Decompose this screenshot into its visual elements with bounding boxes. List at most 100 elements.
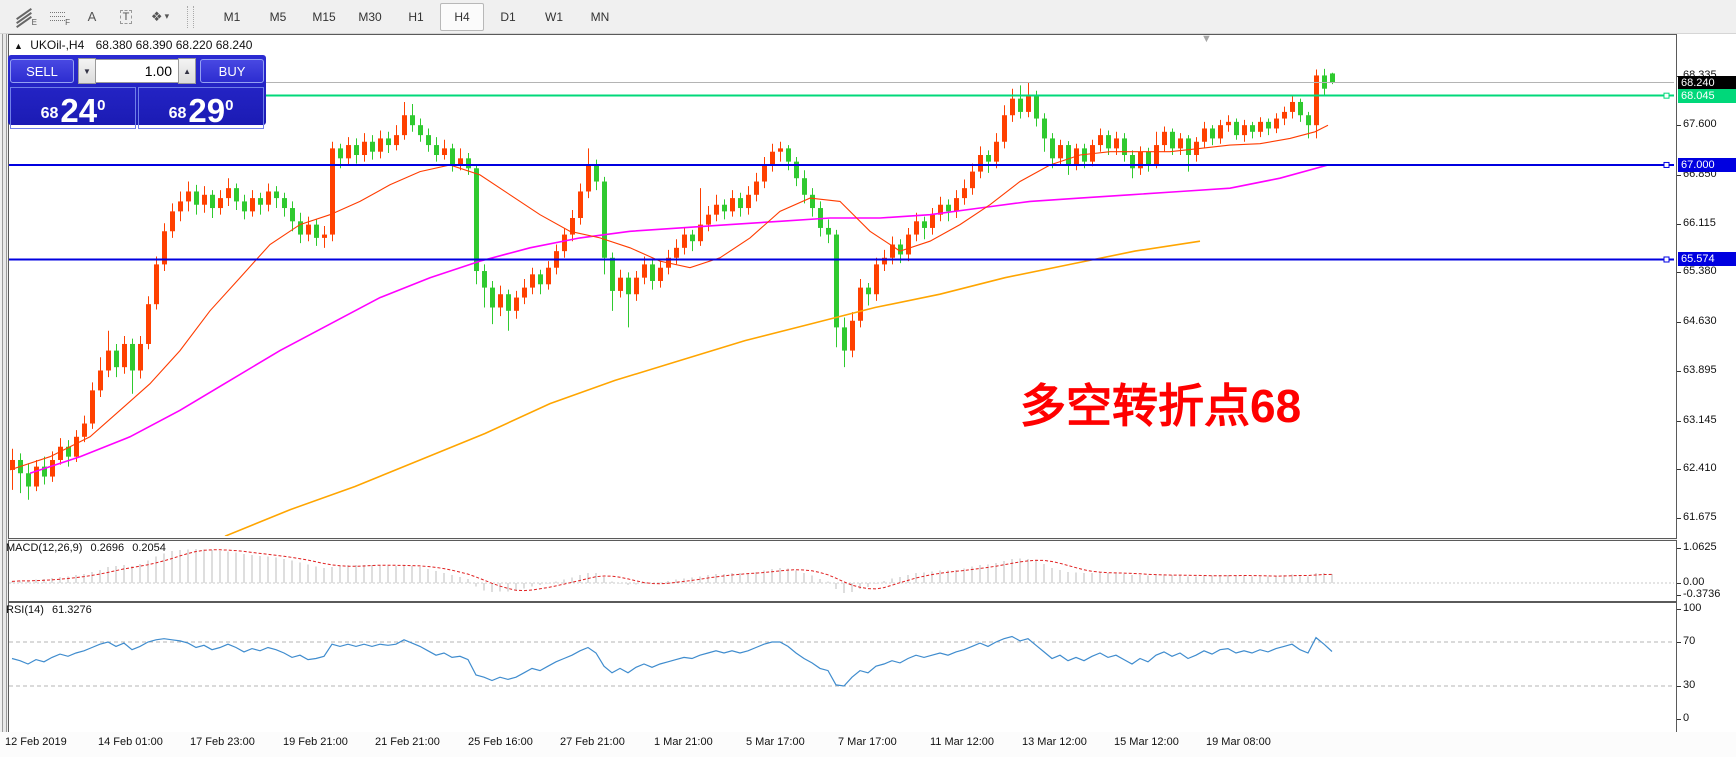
price-axis-tick xyxy=(1677,322,1681,324)
toolbar-separator xyxy=(187,5,194,28)
time-axis-label: 1 Mar 21:00 xyxy=(654,736,713,748)
timeframe-button-h4[interactable]: H4 xyxy=(440,2,484,31)
macd-axis-label: -0.3736 xyxy=(1683,588,1721,601)
toolbar: E F A T ❖ ▾ M1 M5 M15 M30 H1 H4 D1 W1 MN xyxy=(0,0,1736,34)
volume-decrease-button[interactable]: ▼ xyxy=(77,58,96,84)
green-level-line-handle[interactable] xyxy=(1663,92,1670,99)
timeframe-button-m1[interactable]: M1 xyxy=(223,9,241,24)
macd-label: MACD(12,26,9) 0.2696 0.2054 xyxy=(6,542,166,554)
rsi-axis-tick xyxy=(1677,719,1681,720)
time-axis-label: 19 Mar 08:00 xyxy=(1206,736,1271,748)
price-axis-tick xyxy=(1677,223,1681,225)
buy-price-sup: 0 xyxy=(225,97,234,114)
price-axis-boxed-label: 68.240 xyxy=(1678,75,1736,90)
dropdown-caret-icon: ▾ xyxy=(164,11,170,21)
price-axis-boxed-label: 67.000 xyxy=(1678,157,1736,172)
macd-axis-tick xyxy=(1677,547,1681,549)
rsi-axis-tick xyxy=(1677,642,1681,643)
blue-level-line-67-handle[interactable] xyxy=(1663,161,1670,168)
timeframe-button-m15[interactable]: M15 xyxy=(312,9,336,24)
rsi-axis-label: 30 xyxy=(1683,679,1696,691)
sell-price-prefix: 68 xyxy=(40,105,59,122)
equidistant-channel-tool-button[interactable]: E xyxy=(8,3,40,31)
macd-axis-label: 1.0625 xyxy=(1683,540,1717,553)
arrows-icon: ❖ xyxy=(150,8,163,24)
text-box-tool-button[interactable]: T xyxy=(110,3,142,31)
timeframe-button-mn[interactable]: MN xyxy=(590,9,610,24)
buy-price[interactable]: 68 29 0 xyxy=(138,87,264,129)
time-axis-label: 21 Feb 21:00 xyxy=(375,736,440,748)
price-axis-tick xyxy=(1677,370,1681,372)
price-axis-label: 64.630 xyxy=(1683,315,1717,328)
price-axis-tick xyxy=(1677,272,1681,274)
macd-axis-tick xyxy=(1677,583,1681,584)
trade-panel-price-row: 68 24 0 68 29 0 xyxy=(8,85,266,131)
main-chart-canvas[interactable] xyxy=(9,35,1674,536)
collapse-arrow-icon[interactable]: ▲ xyxy=(14,41,23,51)
time-axis-label: 15 Mar 12:00 xyxy=(1114,736,1179,748)
ma-magenta-line xyxy=(29,164,1329,474)
rsi-axis-label: 70 xyxy=(1683,635,1696,647)
rsi-line xyxy=(11,635,1333,687)
price-axis-label: 61.675 xyxy=(1683,511,1717,523)
price-axis-boxed-label: 68.045 xyxy=(1678,88,1736,103)
ma-red-line xyxy=(9,124,1329,471)
macd-axis-tick xyxy=(1677,595,1681,597)
volume-input[interactable] xyxy=(96,59,178,83)
time-axis-label: 11 Mar 12:00 xyxy=(930,736,995,748)
time-axis-label: 25 Feb 16:00 xyxy=(468,736,533,748)
sell-price-sup: 0 xyxy=(97,97,106,114)
macd-signal-line xyxy=(11,549,1333,592)
ma-orange-line xyxy=(224,240,1201,536)
sell-button[interactable]: SELL xyxy=(10,59,74,83)
spin-up-icon: ▲ xyxy=(183,66,191,76)
spin-down-icon: ▼ xyxy=(83,66,91,76)
price-axis: 68.33567.60066.85066.11565.38064.63063.8… xyxy=(1677,34,1736,750)
chart-shift-marker-icon: ▼ xyxy=(1201,33,1212,45)
symbol-period-label: UKOil-,H4 xyxy=(30,38,85,52)
timeframe-button-d1[interactable]: D1 xyxy=(500,9,516,24)
price-axis-label: 63.145 xyxy=(1683,413,1717,426)
time-axis-label: 7 Mar 17:00 xyxy=(838,736,897,748)
sell-price[interactable]: 68 24 0 xyxy=(10,87,136,129)
fibonacci-icon: F xyxy=(50,10,70,27)
one-click-trade-panel: SELL ▼ ▲ BUY 68 24 0 68 29 0 xyxy=(8,55,266,129)
price-axis-tick xyxy=(1677,420,1681,422)
equidistant-channel-icon: E xyxy=(16,7,37,28)
candles-group xyxy=(10,68,1335,500)
timeframe-button-m30[interactable]: M30 xyxy=(358,9,382,24)
text-label-tool-button[interactable]: A xyxy=(76,3,108,31)
timeframe-button-h1[interactable]: H1 xyxy=(408,9,424,24)
ohlc-values: 68.380 68.390 68.220 68.240 xyxy=(95,38,253,52)
price-axis-tick xyxy=(1677,125,1681,127)
arrows-tool-button[interactable]: ❖ ▾ xyxy=(144,3,176,31)
chart-annotation-text: 多空转折点68 xyxy=(1020,380,1302,432)
buy-button[interactable]: BUY xyxy=(200,59,264,83)
timeframe-group: M1 M5 M15 M30 H1 H4 D1 W1 MN xyxy=(202,2,623,31)
window-left-rail xyxy=(2,34,7,751)
price-axis-label: 65.380 xyxy=(1683,265,1717,278)
time-axis: 12 Feb 2019 14 Feb 01:00 17 Feb 23:00 19 Fe… xyxy=(0,732,1736,757)
rsi-axis-label: 0 xyxy=(1683,712,1690,724)
text-box-icon: T xyxy=(119,9,133,24)
price-axis-label: 62.410 xyxy=(1683,462,1717,475)
fibonacci-tool-button[interactable]: F xyxy=(42,3,74,31)
volume-increase-button[interactable]: ▲ xyxy=(178,58,197,84)
timeframe-button-w1[interactable]: W1 xyxy=(545,9,563,24)
rsi-canvas xyxy=(9,635,1674,687)
price-axis-tick xyxy=(1677,174,1681,176)
main-chart-pane[interactable] xyxy=(8,34,1677,539)
trade-panel-top-row: SELL ▼ ▲ BUY xyxy=(8,55,266,85)
macd-histogram xyxy=(11,549,1333,593)
timeframe-button-m5[interactable]: M5 xyxy=(269,9,287,24)
blue-level-line-655-handle[interactable] xyxy=(1663,256,1670,263)
rsi-pane[interactable] xyxy=(8,602,1677,733)
rsi-label: RSI(14) 61.3276 xyxy=(6,604,92,616)
buy-price-big: 29 xyxy=(188,92,226,129)
rsi-axis-tick xyxy=(1677,609,1681,610)
time-axis-label: 13 Mar 12:00 xyxy=(1022,736,1087,748)
rsi-axis-label: 100 xyxy=(1683,602,1702,614)
macd-pane[interactable] xyxy=(8,540,1677,602)
price-axis-label: 67.600 xyxy=(1683,118,1717,131)
